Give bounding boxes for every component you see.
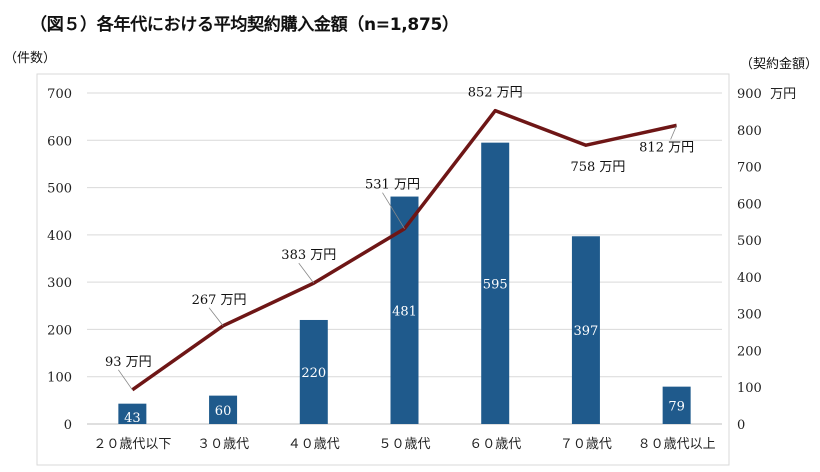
line-data-label: 93 万円 <box>105 355 152 370</box>
left-tick-label: 0 <box>64 418 72 433</box>
left-tick-label: 700 <box>47 87 72 102</box>
label-leader-line <box>298 262 315 284</box>
line-data-label: 812 万円 <box>639 140 694 155</box>
bar <box>209 395 238 424</box>
line-data-label: 758 万円 <box>570 160 625 175</box>
bar-data-label: 79 <box>668 399 685 414</box>
x-tick-label: ４０歳代 <box>288 437 340 452</box>
x-tick-label: ２０歳代以下 <box>93 437 171 452</box>
right-tick-label: 600 <box>737 197 762 212</box>
left-tick-label: 200 <box>47 323 72 338</box>
left-tick-label: 500 <box>47 182 72 197</box>
right-tick-label: 800 <box>737 124 762 139</box>
bar-data-label: 481 <box>392 304 417 319</box>
right-tick-label: 0 <box>737 418 745 433</box>
bar <box>481 142 510 424</box>
bar-data-label: 397 <box>574 324 599 339</box>
bar-data-label: 43 <box>124 411 141 426</box>
label-leader-line <box>670 125 678 140</box>
line-data-label: 267 万円 <box>192 293 247 308</box>
left-axis-label: （件数） <box>4 51 57 66</box>
x-tick-label: ７０歳代 <box>560 437 612 452</box>
right-tick-label: 400 <box>737 271 762 286</box>
right-tick-label: 900 万円 <box>737 87 796 102</box>
left-tick-label: 100 <box>47 371 72 386</box>
left-tick-label: 400 <box>47 229 72 244</box>
x-tick-label: ３０歳代 <box>197 437 249 452</box>
x-tick-label: ６０歳代 <box>469 437 521 452</box>
label-leader-line <box>118 369 133 391</box>
bar <box>118 403 147 424</box>
bar <box>299 319 328 424</box>
chart-title: （図５）各年代における平均契約購入金額（n=1,875） <box>30 15 459 35</box>
left-tick-label: 600 <box>47 134 72 149</box>
x-tick-label: ８０歳代以上 <box>638 437 716 452</box>
bar-data-label: 60 <box>215 404 232 419</box>
right-tick-label: 200 <box>737 344 762 359</box>
right-tick-label: 700 <box>737 161 762 176</box>
bar <box>662 386 691 424</box>
right-tick-label: 300 <box>737 308 762 323</box>
label-leader-line <box>382 192 405 229</box>
right-axis-label: （契約金額） <box>739 57 818 72</box>
bar <box>571 236 600 424</box>
line-data-label: 531 万円 <box>365 178 420 193</box>
line-data-label: 852 万円 <box>468 86 523 101</box>
bar-data-label: 595 <box>483 277 508 292</box>
right-tick-label: 500 <box>737 234 762 249</box>
x-tick-label: ５０歳代 <box>378 437 430 452</box>
right-tick-label: 100 <box>737 381 762 396</box>
bar-data-label: 220 <box>301 366 326 381</box>
left-tick-label: 300 <box>47 276 72 291</box>
line-data-label: 383 万円 <box>281 248 336 263</box>
label-leader-line <box>208 307 224 327</box>
